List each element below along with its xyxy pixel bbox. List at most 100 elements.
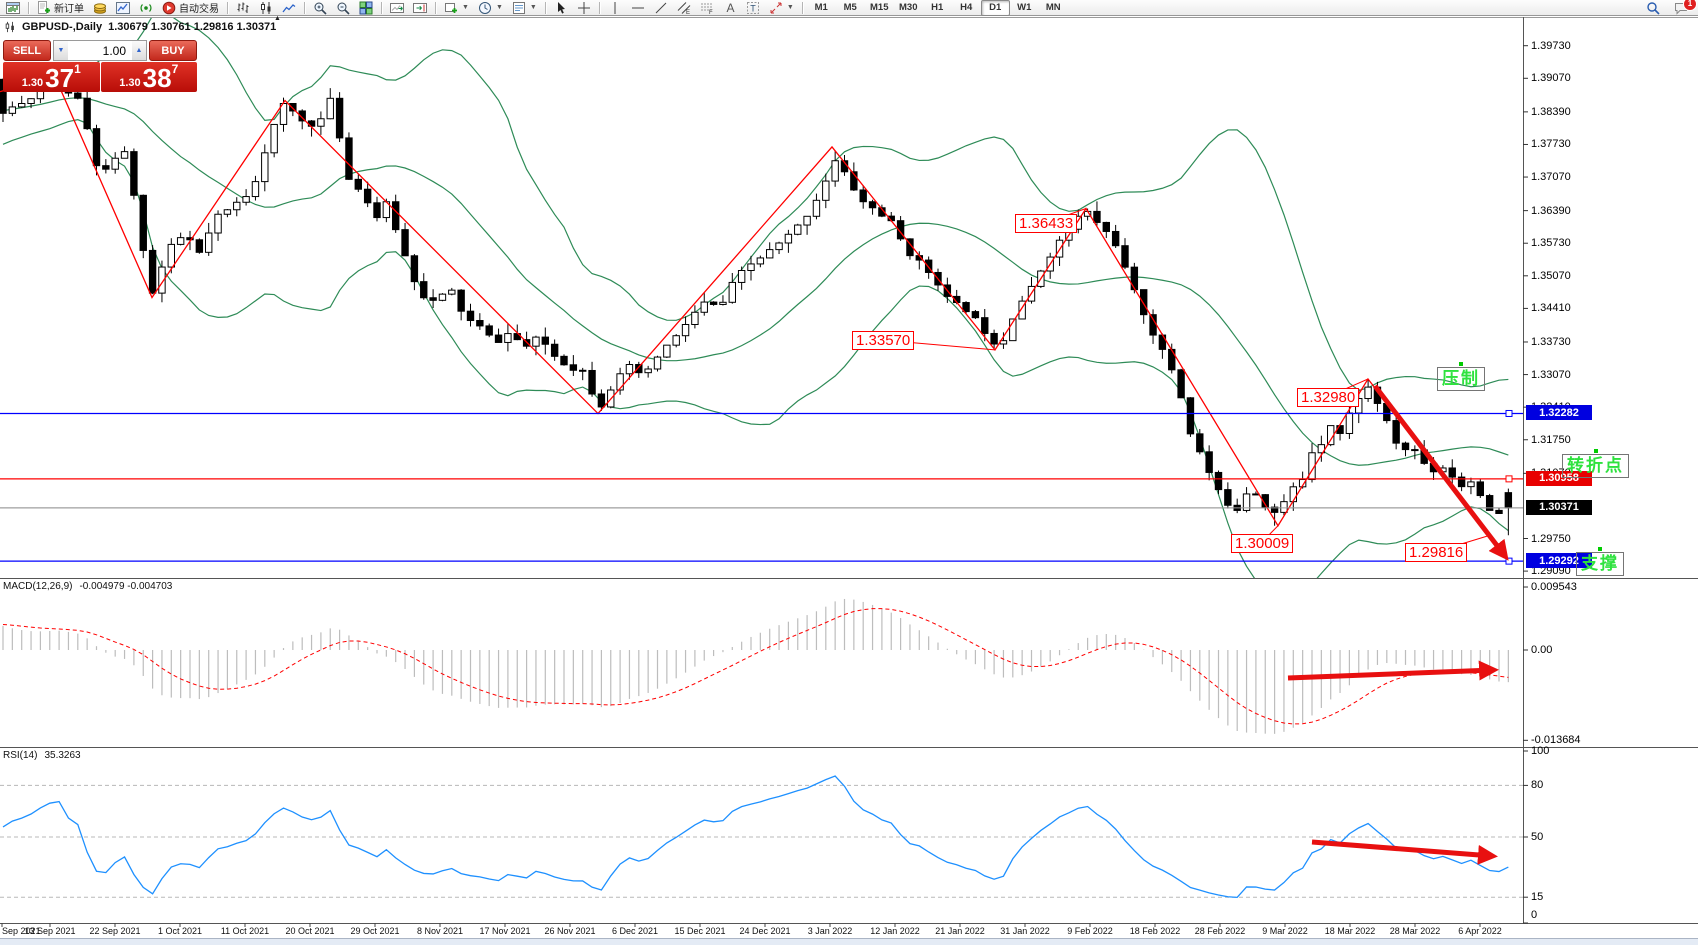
search-button[interactable]: [1642, 0, 1664, 16]
text-label-tool-button[interactable]: T: [742, 0, 764, 16]
template-button[interactable]: ▼: [508, 0, 541, 16]
fibonacci-tool-button[interactable]: F: [696, 0, 718, 16]
price-axis-tick: 1.37070: [1531, 171, 1571, 184]
sell-price-display[interactable]: 1.30 37 1: [3, 62, 100, 92]
text-label-icon: T: [746, 1, 759, 14]
sell-button[interactable]: SELL: [3, 40, 51, 61]
date-axis-label: 6 Dec 2021: [611, 926, 659, 936]
history-center-button[interactable]: [89, 0, 111, 16]
crosshair-tool-button[interactable]: [573, 0, 595, 16]
chart-window: GBPUSD-,Daily 1.30679 1.30761 1.29816 1.…: [0, 15, 1698, 945]
price-axis-tick: 1.37730: [1531, 138, 1571, 151]
macd-name: MACD(12,26,9): [3, 581, 73, 592]
line-chart-type-button[interactable]: [278, 0, 300, 16]
auto-scroll-button[interactable]: [386, 0, 408, 16]
new-chart-icon: [445, 2, 457, 13]
dock-marker-icon: ▲: [274, 15, 281, 22]
text-tool-button[interactable]: A: [719, 0, 741, 16]
price-axis-tick: 1.39730: [1531, 39, 1571, 52]
swing-price-label[interactable]: 1.36433: [1015, 214, 1078, 233]
buy-price-pip: 7: [171, 62, 179, 76]
caret-down-icon: ▼: [529, 4, 537, 11]
annotation-resistance[interactable]: 压制: [1437, 362, 1485, 391]
chart-title-line: GBPUSD-,Daily 1.30679 1.30761 1.29816 1.…: [4, 21, 276, 33]
buy-price-display[interactable]: 1.30 38 7: [100, 62, 197, 92]
chart-shift-button[interactable]: [409, 0, 431, 16]
buy-button[interactable]: BUY: [149, 40, 197, 61]
rsi-axis-tick: 80: [1531, 779, 1544, 792]
zoom-out-button[interactable]: [332, 0, 354, 16]
symbol-period-label: GBPUSD-,Daily: [22, 21, 103, 33]
caret-down-icon: ▼: [462, 4, 469, 11]
volume-control: ▼ ▲: [53, 40, 147, 61]
new-chart-button[interactable]: ▼: [440, 0, 473, 16]
period-button[interactable]: ▼: [474, 0, 507, 16]
caret-down-icon: ▼: [495, 4, 503, 11]
bar-chart-type-button[interactable]: [232, 0, 254, 16]
main-toolbar: 新订单 自动交易 ▼ ▼ ▼ E F A T ▼: [0, 0, 1698, 16]
horizontal-line-tool-button[interactable]: [627, 0, 649, 16]
timeframe-button-h4[interactable]: H4: [960, 2, 973, 13]
macd-pane-label: MACD(12,26,9) -0.004979 -0.004703: [3, 581, 172, 592]
template-icon: [512, 1, 525, 14]
timeframe-button-m15[interactable]: M15: [870, 2, 889, 13]
price-axis-tick: 1.38390: [1531, 105, 1571, 118]
timeframe-button-m30[interactable]: M30: [899, 2, 918, 13]
window-bottom-strip: [0, 938, 1698, 945]
swing-price-label[interactable]: 1.33570: [852, 331, 915, 350]
date-axis-label: Sep 2021: [2, 926, 41, 936]
chart-canvas[interactable]: [0, 17, 1698, 945]
cursor-tool-button[interactable]: [550, 0, 572, 16]
timeframe-button-m5[interactable]: M5: [843, 2, 857, 13]
price-line-label: 1.29292: [1526, 553, 1592, 569]
date-axis-label: 26 Nov 2021: [544, 926, 596, 936]
sell-price-big: 37: [45, 63, 75, 93]
swing-price-label[interactable]: 1.32980: [1297, 388, 1360, 407]
trendline-tool-button[interactable]: [650, 0, 672, 16]
date-axis-label: 13 Sep 2021: [24, 926, 76, 936]
date-axis-label: 24 Dec 2021: [739, 926, 791, 936]
date-axis-label: 20 Oct 2021: [285, 926, 335, 936]
volume-decrease-button[interactable]: ▼: [54, 41, 68, 60]
arrows-icon: [770, 2, 782, 13]
vertical-line-tool-button[interactable]: [604, 0, 626, 16]
terminal-chart-icon[interactable]: [2, 0, 24, 16]
search-icon: [1647, 1, 1660, 15]
timeframe-button-h1[interactable]: H1: [931, 2, 944, 13]
channel-tool-button[interactable]: E: [673, 0, 695, 16]
toolbar-separator: [544, 1, 546, 14]
date-axis-label: 29 Oct 2021: [350, 926, 400, 936]
date-axis-label: 31 Jan 2022: [1000, 926, 1050, 936]
annotation-turning-point[interactable]: 转折点: [1562, 449, 1629, 478]
candle-chart-type-button[interactable]: [255, 0, 277, 16]
date-axis-label: 12 Jan 2022: [870, 926, 920, 936]
arrows-tool-button[interactable]: ▼: [765, 0, 798, 16]
notifications-button[interactable]: 1: [1670, 0, 1697, 16]
sell-price-pip: 1: [74, 62, 81, 76]
horizontal-line-icon: [631, 7, 644, 8]
timeframe-button-mn[interactable]: MN: [1045, 2, 1061, 13]
new-order-button[interactable]: 新订单: [33, 0, 88, 16]
cursor-icon: [557, 1, 565, 14]
tile-windows-button[interactable]: [355, 0, 377, 16]
annotation-support[interactable]: 支撑: [1576, 547, 1624, 576]
autotrade-button[interactable]: 自动交易: [158, 0, 223, 16]
clock-icon: [478, 1, 491, 14]
volume-increase-button[interactable]: ▲: [132, 41, 146, 60]
date-axis-label: 17 Nov 2021: [479, 926, 531, 936]
price-axis-tick: 1.29750: [1531, 532, 1571, 545]
volume-input[interactable]: [68, 41, 132, 60]
timeframe-button-w1[interactable]: W1: [1017, 2, 1032, 13]
chart-profile-button[interactable]: [112, 0, 134, 16]
toolbar-separator: [435, 1, 436, 14]
date-axis-label: 11 Oct 2021: [220, 926, 270, 936]
swing-price-label[interactable]: 1.29816: [1405, 543, 1468, 562]
autotrade-icon: [162, 1, 176, 14]
swing-price-label[interactable]: 1.30009: [1231, 534, 1294, 553]
chart-symbol-icon: [5, 21, 14, 33]
timeframe-button-m1[interactable]: M1: [814, 2, 828, 13]
timeframe-button-d1[interactable]: D1: [980, 0, 1010, 16]
zoom-in-button[interactable]: [309, 0, 331, 16]
signal-button[interactable]: [135, 0, 157, 16]
